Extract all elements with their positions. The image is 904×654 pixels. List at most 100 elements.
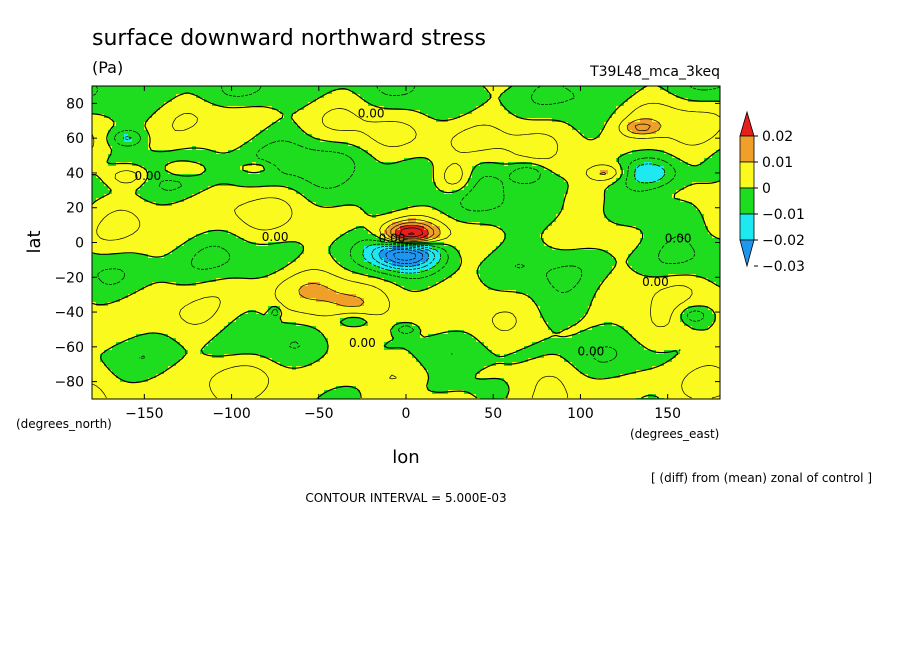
field-cell-1066 (588, 110, 593, 115)
field-cell-4977 (532, 210, 537, 215)
field-cell-3517 (344, 174, 349, 179)
field-cell-1287 (216, 118, 221, 123)
field-cell-3826 (324, 182, 329, 187)
field-cell-3126 (664, 162, 669, 167)
field-cell-4152 (372, 190, 377, 195)
field-cell-1091 (688, 110, 693, 115)
field-cell-3503 (288, 174, 293, 179)
field-cell-677 (288, 102, 293, 107)
field-cell-2180 (648, 138, 653, 143)
field-cell-4460 (348, 198, 353, 203)
field-cell-4828 (564, 206, 569, 211)
field-cell-702 (388, 102, 393, 107)
field-cell-3975 (292, 186, 297, 191)
field-cell-1897 (144, 134, 149, 139)
field-cell-3146 (116, 166, 121, 171)
field-cell-2228 (212, 142, 217, 147)
field-cell-1713 (664, 126, 669, 131)
field-cell-4821 (536, 206, 541, 211)
field-cell-1572 (100, 126, 105, 131)
field-cell-894 (528, 106, 533, 111)
field-cell-1324 (364, 118, 369, 123)
field-cell-551 (412, 98, 417, 103)
field-cell-1328 (380, 118, 385, 123)
field-cell-1804 (400, 130, 405, 135)
field-cell-3425 (604, 170, 609, 175)
field-cell-3564 (532, 174, 537, 179)
field-cell-3527 (384, 174, 389, 179)
field-cell-2775 (516, 154, 521, 159)
field-cell-470 (716, 94, 720, 99)
field-cell-494 (184, 98, 189, 103)
field-cell-4689 (636, 202, 641, 207)
field-cell-4819 (528, 206, 533, 211)
field-cell-388 (388, 94, 393, 99)
field-cell-3772 (108, 182, 113, 187)
field-cell-24 (188, 86, 193, 91)
field-cell-4153 (376, 190, 381, 195)
field-cell-59 (328, 86, 333, 91)
field-cell-42 (260, 86, 265, 91)
field-cell-4887 (172, 210, 177, 215)
field-cell-3103 (572, 162, 577, 167)
field-cell-3541 (440, 174, 445, 179)
field-cell-1012 (372, 110, 377, 115)
field-cell-937 (700, 106, 705, 111)
field-cell-448 (628, 94, 633, 99)
field-cell-1000 (324, 110, 329, 115)
field-cell-2107 (356, 138, 361, 143)
field-cell-4872 (112, 210, 117, 215)
field-cell-3377 (412, 170, 417, 175)
field-cell-3855 (440, 182, 445, 187)
field-cell-3563 (528, 174, 533, 179)
field-cell-1875 (684, 130, 689, 135)
field-cell-1894 (132, 134, 137, 139)
field-cell-1881 (708, 130, 713, 135)
field-cell-4271 (220, 194, 225, 199)
field-cell-762 (628, 102, 633, 107)
field-cell-4484 (444, 198, 449, 203)
field-cell-228 (376, 90, 381, 95)
field-cell-4857 (680, 206, 685, 211)
field-cell-3605 (696, 174, 701, 179)
field-cell-2038 (708, 134, 713, 139)
field-cell-2487 (620, 146, 625, 151)
field-cell-223 (356, 90, 361, 95)
field-cell-1490 (400, 122, 405, 127)
field-cell-1621 (296, 126, 301, 131)
field-cell-3319 (180, 170, 185, 175)
field-cell-102 (500, 86, 505, 91)
field-cell-618 (680, 98, 685, 103)
field-cell-1876 (688, 130, 693, 135)
field-cell-300 (664, 90, 669, 95)
field-cell-3626 (152, 178, 157, 183)
field-cell-2251 (304, 142, 309, 147)
field-cell-4862 (700, 206, 705, 211)
field-cell-109 (528, 86, 533, 91)
field-cell-2361 (116, 146, 121, 151)
field-cell-536 (352, 98, 357, 103)
field-cell-2874 (284, 158, 289, 163)
field-cell-1856 (608, 130, 613, 135)
field-cell-4925 (324, 210, 329, 215)
field-cell-4952 (432, 210, 437, 215)
field-cell-3490 (236, 174, 241, 179)
field-cell-523 (300, 98, 305, 103)
field-cell-2466 (536, 146, 541, 151)
field-cell-120 (572, 86, 577, 91)
field-cell-3894 (596, 182, 601, 187)
field-cell-813 (204, 106, 209, 111)
field-cell-4167 (432, 190, 437, 195)
field-cell-584 (544, 98, 549, 103)
field-cell-3850 (420, 182, 425, 187)
field-cell-4885 (164, 210, 169, 215)
field-cell-1895 (136, 134, 141, 139)
field-cell-1384 (604, 118, 609, 123)
field-cell-2805 (636, 154, 641, 159)
field-cell-3768 (92, 182, 97, 187)
field-cell-2129 (444, 138, 449, 143)
field-cell-1041 (488, 110, 493, 115)
field-cell-5 (112, 86, 117, 91)
field-cell-124 (588, 86, 593, 91)
field-cell-1116 (160, 114, 165, 119)
